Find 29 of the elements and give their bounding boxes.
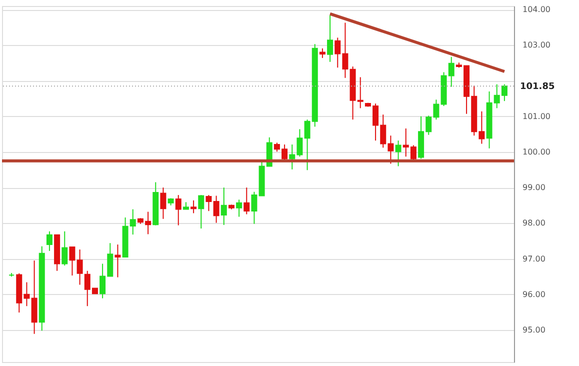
candlestick [206, 194, 212, 212]
candlestick [190, 200, 197, 214]
candlestick [251, 191, 258, 224]
y-tick-label: 103.00 [522, 40, 550, 50]
y-tick-label: 101.00 [522, 112, 550, 121]
y-tick-label: 104.00 [522, 5, 550, 14]
candlestick [62, 230, 68, 266]
candlestick [319, 48, 326, 58]
candlestick [76, 249, 83, 286]
candlestick [175, 194, 182, 226]
candlestick [220, 187, 227, 226]
candlestick [46, 230, 52, 252]
candlestick [213, 195, 220, 224]
y-tick-label: 99.00 [522, 183, 546, 192]
candlestick [69, 246, 76, 276]
candlestick [395, 140, 402, 167]
y-tick-label: 96.00 [522, 290, 546, 299]
y-tick-label: 100.00 [522, 147, 550, 156]
candlestick [198, 194, 204, 229]
candlestick [236, 199, 242, 218]
y-tick-label: 95.00 [522, 325, 546, 334]
y-tick-label: 98.00 [522, 218, 546, 228]
candlestick [160, 187, 166, 220]
candlestick [327, 14, 334, 62]
candlestick [244, 187, 250, 215]
y-tick-label: 97.00 [522, 254, 546, 264]
candlestick [31, 260, 38, 334]
ref-line-label: 101.85 [520, 82, 555, 92]
candlestick [114, 244, 121, 278]
